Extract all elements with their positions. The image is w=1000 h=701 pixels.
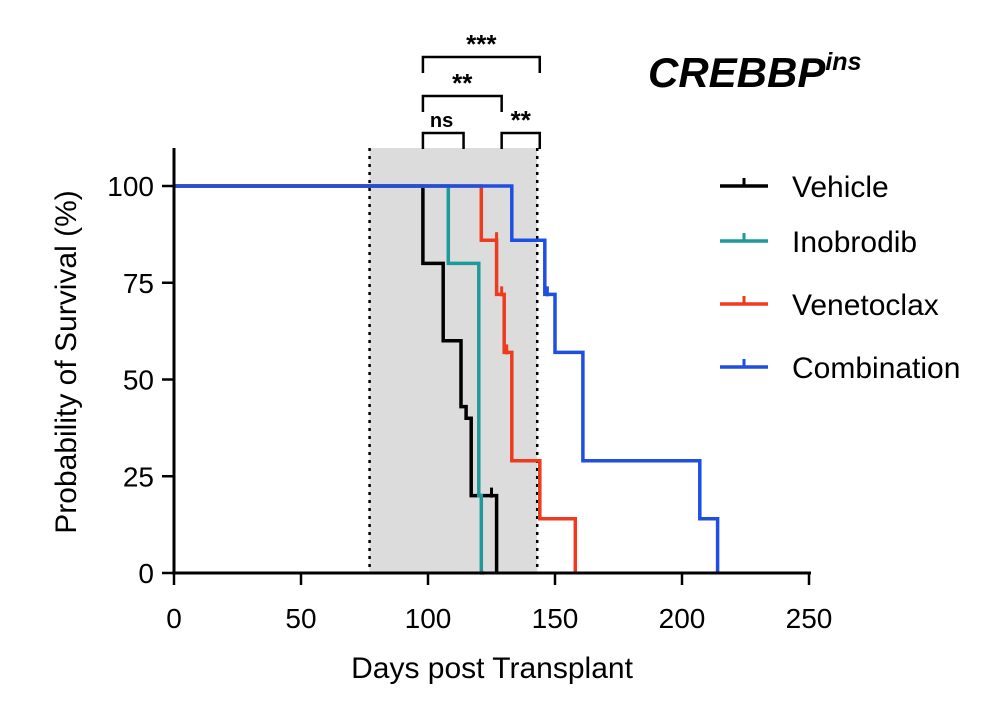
legend-label-venetoclax: Venetoclax (792, 289, 939, 322)
x-tick-label: 150 (532, 603, 579, 634)
significance-label: ** (511, 105, 532, 135)
x-tick-label: 0 (166, 603, 182, 634)
y-axis-title: Probability of Survival (%) (50, 190, 83, 533)
ticks: 0 50 100 150 200 250 0 25 50 75 100 (107, 171, 832, 634)
chart-title-superscript: ins (825, 48, 861, 76)
y-tick-label: 100 (107, 171, 154, 202)
significance-bracket (500, 131, 542, 149)
significance-bracket (421, 94, 503, 112)
significance-label: ** (452, 68, 473, 98)
series-line-vehicle (174, 184, 499, 573)
significance-label: ns (430, 110, 453, 132)
chart-title: CREBBPins (648, 48, 862, 96)
legend: Vehicle Inobrodib Venetoclax Combination (720, 171, 960, 385)
shaded-region (369, 148, 538, 573)
legend-label-inobrodib: Inobrodib (792, 226, 917, 259)
significance-bracket (421, 131, 465, 149)
y-tick-label: 0 (138, 558, 154, 589)
legend-label-vehicle: Vehicle (792, 171, 889, 204)
series-line-combination (174, 184, 720, 573)
y-tick-label: 25 (123, 461, 154, 492)
axes (172, 148, 811, 575)
shaded-window (368, 148, 539, 573)
x-axis-title: Days post Transplant (351, 652, 633, 685)
series-line-venetoclax (174, 184, 578, 573)
y-tick-label: 50 (123, 365, 154, 396)
y-tick-label: 75 (123, 268, 154, 299)
x-tick-label: 200 (659, 603, 706, 634)
significance-label: *** (466, 29, 497, 59)
chart-title-main: CREBBP (648, 49, 826, 96)
x-tick-label: 100 (405, 603, 452, 634)
x-tick-label: 50 (285, 603, 316, 634)
significance-bracket (421, 55, 542, 73)
legend-label-combination: Combination (792, 352, 960, 385)
significance-brackets: ns ******* (421, 29, 542, 149)
series-line-inobrodib (174, 184, 484, 575)
series-layer (174, 184, 720, 575)
x-tick-label: 250 (786, 603, 833, 634)
